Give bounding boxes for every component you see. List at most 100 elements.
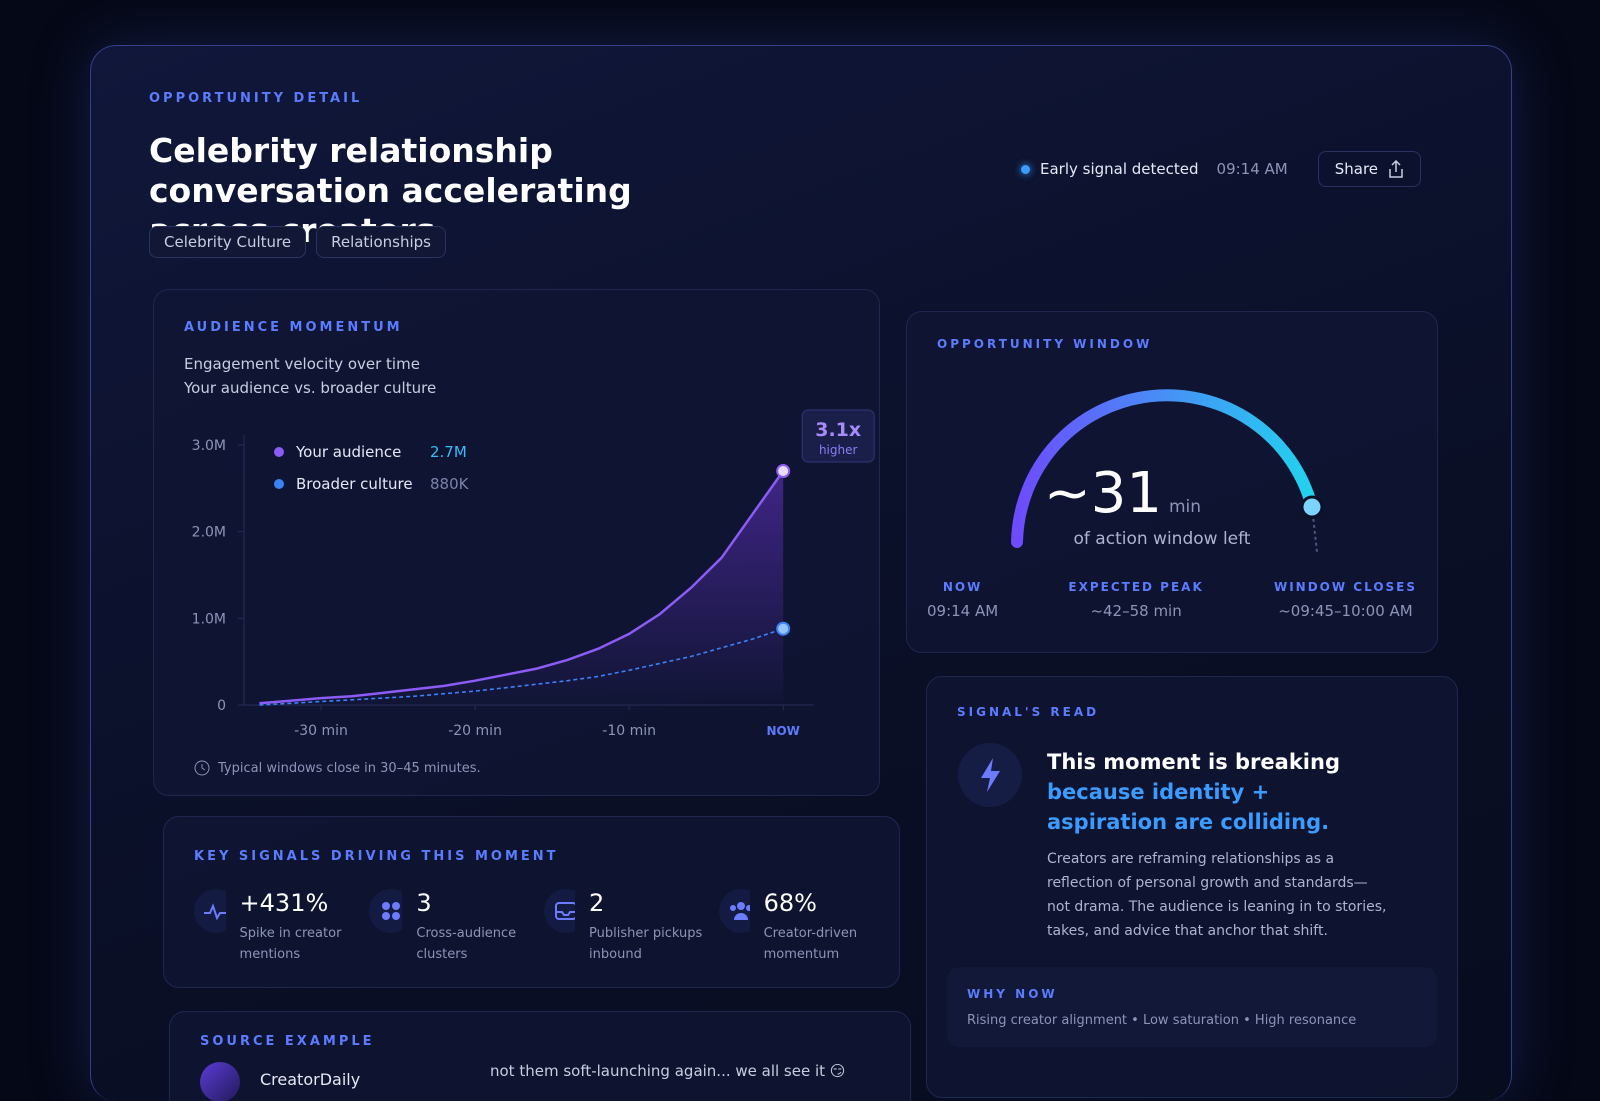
signal: 2 Publisher pickups inbound (544, 889, 709, 965)
stat-value: ~09:45–10:00 AM (1278, 602, 1413, 620)
legend-label: Your audience (295, 443, 401, 461)
read-card: SIGNAL'S READ This moment is breaking be… (926, 676, 1458, 1098)
signal-value: 2 (589, 889, 605, 917)
signal-icon (369, 889, 403, 933)
footnote: Typical windows close in 30–45 minutes. (194, 760, 481, 776)
x-tick-label: -30 min (294, 723, 348, 739)
why-body: Rising creator alignment • Low saturatio… (967, 1013, 1357, 1028)
end-point (776, 464, 791, 478)
stat: EXPECTED PEAK ~42–58 min (1068, 580, 1203, 620)
source-quote: not them soft-launching again... we all … (490, 1062, 846, 1080)
window-unit: min (1169, 497, 1201, 517)
status-dot (1021, 164, 1030, 174)
gauge-knob (1300, 495, 1324, 519)
legend-value: 880K (430, 475, 470, 493)
signal-value: +431% (239, 889, 329, 917)
source-card: SOURCE EXAMPLE CreatorDaily not them sof… (169, 1011, 911, 1101)
signal-label: Cross-audience clusters (416, 926, 517, 962)
subtitle: Your audience vs. broader culture (184, 379, 437, 397)
read-body: Creators are reframing relationships as … (1047, 851, 1387, 939)
share-icon (1389, 160, 1403, 178)
panel: OPPORTUNITY DETAIL Celebrity relationshi… (90, 45, 1512, 1101)
y-tick-label: 1.0M (192, 611, 226, 627)
y-tick-label: 3.0M (192, 438, 226, 454)
eyebrow: OPPORTUNITY DETAIL (149, 91, 363, 106)
stat-value: ~42–58 min (1090, 602, 1182, 620)
why-now: WHY NOW Rising creator alignment • Low s… (947, 967, 1437, 1047)
stat-label: WINDOW CLOSES (1273, 580, 1417, 594)
signal-icon (544, 889, 576, 933)
signal: +431% Spike in creator mentions (194, 889, 359, 965)
signal: 68% Creator-driven momentum (719, 889, 884, 965)
stat: NOW 09:14 AM (927, 580, 998, 620)
card-title: SIGNAL'S READ (957, 705, 1100, 719)
series-line (259, 627, 784, 706)
share-button[interactable]: Share (1317, 151, 1422, 187)
source-author: CreatorDaily (260, 1070, 361, 1089)
share-label: Share (1334, 160, 1379, 178)
y-tick-label: 2.0M (192, 525, 226, 541)
legend-label: Broader culture (296, 475, 413, 493)
signal: 3 Cross-audience clusters (369, 889, 534, 965)
area (259, 471, 784, 705)
signal-text: 68% Creator-driven momentum (764, 889, 884, 965)
status-bar: Early signal detected 09:14 AM Share (1021, 151, 1422, 187)
series-line (259, 470, 785, 705)
signal-text: 2 Publisher pickups inbound (589, 889, 709, 965)
headline: This moment is breaking (1047, 750, 1340, 774)
signal-icon (719, 889, 750, 933)
stat: WINDOW CLOSES ~09:45–10:00 AM (1274, 580, 1417, 620)
signal-value: 68% (763, 889, 817, 917)
x-tick-label: -20 min (448, 723, 502, 739)
window-card: OPPORTUNITY WINDOW ~31 min of action win… (906, 311, 1438, 653)
stat-label: NOW (942, 580, 983, 594)
footnote-text: Typical windows close in 30–45 minutes. (218, 760, 481, 776)
stat-value: 09:14 AM (927, 602, 999, 620)
window-stats: NOW 09:14 AM EXPECTED PEAK ~42–58 min WIND… (927, 580, 1417, 620)
tag: Celebrity Culture (149, 226, 307, 258)
window-caption: of action window left (1074, 529, 1251, 549)
line-chart: 0 1.0M 2.0M 3.0M -30 min -20 min -10 min NOW You… (192, 409, 875, 739)
signal-text: +431% Spike in creator mentions (240, 889, 359, 965)
stat-label: EXPECTED PEAK (1068, 580, 1204, 594)
signal-icon (194, 889, 226, 933)
momentum-card: AUDIENCE MOMENTUM Engagement velocity ov… (153, 289, 880, 796)
signal-value: 3 (416, 889, 432, 917)
legend-dot (274, 479, 284, 489)
annotation-sub: higher (819, 443, 858, 457)
legend-value: 2.7M (430, 443, 467, 461)
annotation-box (801, 409, 875, 463)
signal-label: Spike in creator mentions (239, 926, 342, 962)
clock-icon (194, 760, 210, 776)
avatar (200, 1062, 240, 1101)
card-title: OPPORTUNITY WINDOW (937, 337, 1153, 351)
legend-dot (274, 447, 284, 457)
tag: Relationships (316, 226, 446, 258)
signal-text: 3 Cross-audience clusters (416, 889, 534, 965)
signal-list: +431% Spike in creator mentions 3 Cross-… (194, 889, 884, 965)
card-title: SOURCE EXAMPLE (200, 1034, 375, 1049)
signal-label: Creator-driven momentum (763, 926, 858, 962)
annotation: 3.1x (815, 419, 861, 441)
card-title: KEY SIGNALS DRIVING THIS MOMENT (194, 849, 559, 864)
gauge: ~31 min of action window left (1011, 389, 1324, 553)
status-time: 09:14 AM (1216, 160, 1288, 178)
headline-accent: because identity + aspiration are collid… (1047, 780, 1330, 834)
why-title: WHY NOW (967, 987, 1058, 1001)
card-title: AUDIENCE MOMENTUM (184, 320, 403, 335)
signal-label: Publisher pickups inbound (589, 926, 703, 962)
signals-card: KEY SIGNALS DRIVING THIS MOMENT +431% Sp… (163, 816, 900, 988)
status: Early signal detected (1040, 160, 1199, 178)
card-subtitle: Engagement velocity over time Your audie… (184, 352, 436, 400)
x-tick-label: NOW (766, 724, 799, 738)
bolt-icon (958, 743, 1022, 807)
x-tick-label: -10 min (602, 723, 656, 739)
window-value: ~31 (1044, 461, 1162, 526)
y-tick-label: 0 (217, 698, 226, 714)
tags: Celebrity Culture Relationships (149, 226, 446, 258)
read-headline: This moment is breaking because identity… (1047, 747, 1367, 837)
gauge-arc (1011, 389, 1318, 548)
end-point (776, 621, 791, 636)
subtitle: Engagement velocity over time (184, 355, 420, 373)
